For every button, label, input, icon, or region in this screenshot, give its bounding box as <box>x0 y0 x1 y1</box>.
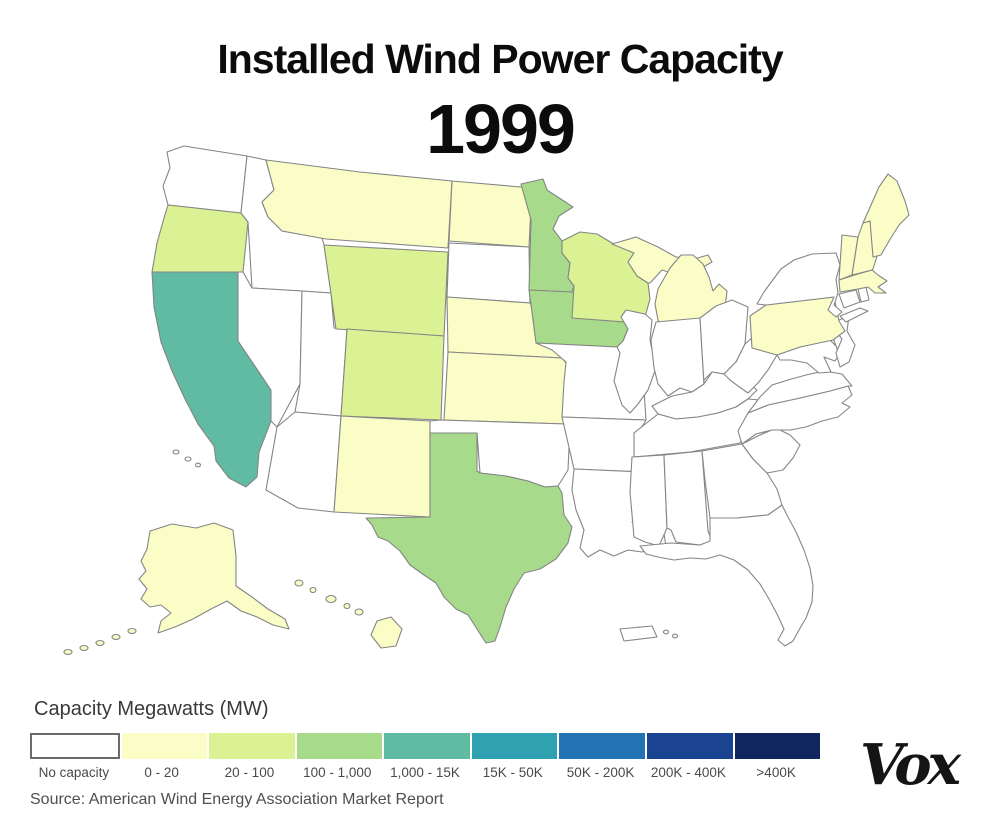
legend-swatch <box>471 733 558 759</box>
hawaii-island <box>354 608 364 616</box>
legend-label: 15K - 50K <box>482 765 543 780</box>
legend-label-row: No capacity 0 - 20 20 - 100 100 - 1,000 1,00… <box>30 765 820 780</box>
channel-island <box>194 462 202 468</box>
puerto-rico <box>619 625 658 642</box>
puerto-rico-islet <box>671 633 679 639</box>
state-va <box>747 370 853 414</box>
aleutian-island <box>95 639 105 647</box>
aleutian-island <box>79 644 89 652</box>
legend-swatch <box>559 733 645 759</box>
legend-swatch <box>30 733 120 759</box>
state-sc <box>741 427 801 474</box>
hawaii-island <box>309 586 317 594</box>
hawaii-island <box>325 594 337 604</box>
channel-island <box>184 456 192 462</box>
puerto-rico-islet <box>662 629 670 635</box>
state-nd <box>448 180 533 248</box>
state-sd <box>446 242 531 304</box>
legend-label: 0 - 20 <box>144 765 179 780</box>
aleutian-island <box>111 633 121 641</box>
state-wy <box>323 244 449 337</box>
legend-swatch <box>209 733 295 759</box>
state-ak <box>138 522 290 634</box>
legend-label: 20 - 100 <box>224 765 275 780</box>
state-tx <box>365 432 573 644</box>
state-nv <box>237 271 303 428</box>
legend-swatch <box>121 733 208 759</box>
state-az <box>265 411 342 513</box>
long-island <box>839 307 869 323</box>
aleutian-island <box>63 648 73 656</box>
state-wa <box>162 145 248 214</box>
legend-label: 200K - 400K <box>650 765 726 780</box>
legend-label: 1,000 - 15K <box>390 765 460 780</box>
state-or <box>151 204 249 273</box>
state-wi <box>561 231 651 324</box>
legend-swatch <box>296 733 383 759</box>
legend-label: 100 - 1,000 <box>303 765 372 780</box>
legend-swatch <box>734 733 821 759</box>
legend-label: >400K <box>756 765 796 780</box>
state-me <box>862 173 910 258</box>
state-nm <box>333 415 431 518</box>
legend-swatch <box>384 733 470 759</box>
chart-title: Installed Wind Power Capacity <box>217 36 783 82</box>
state-ct <box>838 289 861 309</box>
hawaii-big-island <box>370 616 403 649</box>
channel-island <box>172 449 180 455</box>
state-fl <box>639 504 814 647</box>
state-ms <box>629 454 668 547</box>
legend-label: No capacity <box>38 765 110 780</box>
state-ks <box>443 351 568 425</box>
vox-logo: Vox <box>860 732 961 798</box>
source-note: Source: American Wind Energy Association… <box>30 791 444 808</box>
legend: Capacity Megawatts (MW) No capacity 0 - 2… <box>30 698 821 780</box>
legend-title: Capacity Megawatts (MW) <box>34 698 269 720</box>
year-label: 1999 <box>426 90 576 168</box>
state-co <box>340 328 445 421</box>
state-in <box>650 317 705 397</box>
hawaii-island <box>343 602 351 610</box>
state-mt <box>261 159 453 249</box>
legend-swatch-row <box>30 733 821 759</box>
legend-label: 50K - 200K <box>566 765 635 780</box>
state-ny <box>756 252 843 318</box>
aleutian-island <box>127 627 137 635</box>
hawaii-island <box>294 579 304 587</box>
state-il <box>613 309 657 414</box>
legend-swatch <box>646 733 733 759</box>
